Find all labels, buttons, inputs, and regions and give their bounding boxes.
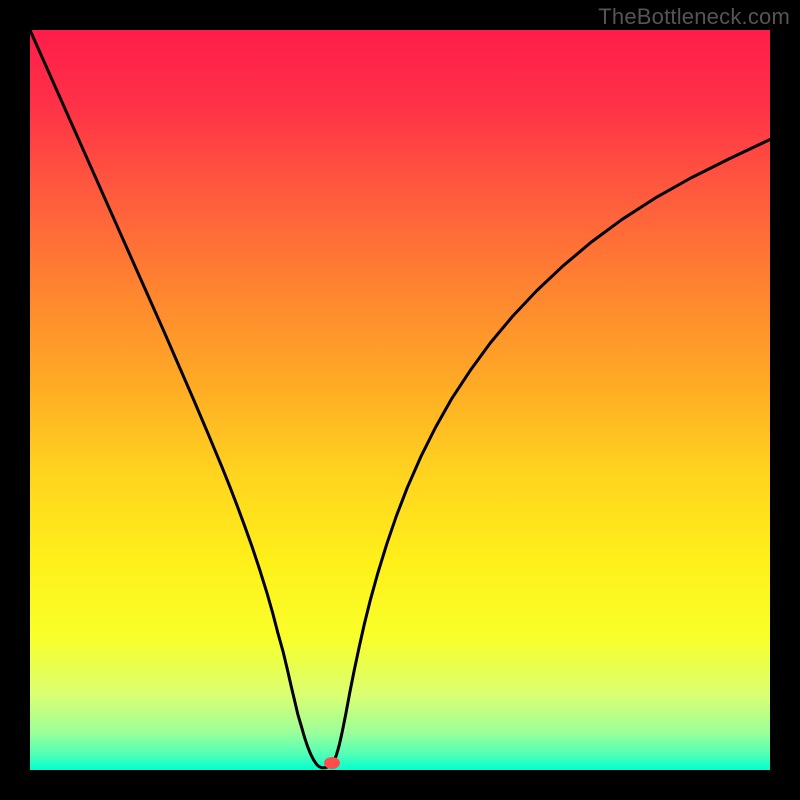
watermark-text: TheBottleneck.com — [598, 4, 790, 30]
bottleneck-curve — [30, 30, 770, 770]
plot-area — [30, 30, 770, 770]
chart-container: TheBottleneck.com — [0, 0, 800, 800]
optimum-marker — [324, 757, 340, 769]
